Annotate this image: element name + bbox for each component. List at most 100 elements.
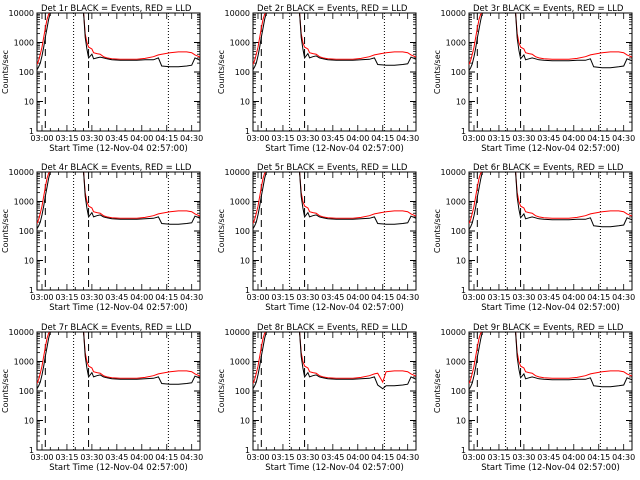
y-tick-label: 10000	[225, 328, 250, 337]
chart-title: Det 2r BLACK = Events, RED = LLD	[257, 4, 408, 14]
x-tick-label: 03:00	[30, 453, 53, 462]
x-tick-label: 03:00	[30, 293, 53, 302]
y-tick-label: 1000	[14, 39, 34, 48]
y-tick-label: 10	[24, 417, 34, 426]
lld-series-line	[37, 13, 200, 65]
series-group	[37, 13, 200, 70]
y-tick-label: 10000	[441, 168, 466, 177]
x-tick-label: 03:15	[487, 453, 510, 462]
x-tick-label: 03:00	[246, 293, 269, 302]
x-tick-label: 03:30	[80, 134, 103, 143]
lld-series-line	[37, 172, 200, 224]
x-axis-label: Start Time (12-Nov-04 02:57:00)	[265, 144, 404, 154]
events-series-line	[253, 13, 416, 70]
chart-title: Det 7r BLACK = Events, RED = LLD	[41, 323, 192, 333]
y-axis-label: Counts/sec	[1, 209, 10, 253]
x-tick-label: 03:30	[80, 293, 103, 302]
events-series-line	[469, 332, 632, 391]
x-tick-label: 04:15	[155, 453, 178, 462]
y-tick-label: 1000	[446, 358, 466, 367]
x-tick-label: 03:15	[271, 293, 294, 302]
x-tick-label: 03:15	[271, 134, 294, 143]
chart-panel: Det 7r BLACK = Events, RED = LLD 1 10 100 10…	[1, 323, 203, 473]
x-tick-label: 03:45	[537, 453, 560, 462]
plot-frame	[468, 12, 633, 132]
x-tick-label: 04:30	[180, 293, 203, 302]
x-axis-label: Start Time (12-Nov-04 02:57:00)	[481, 144, 620, 154]
y-tick-label: 100	[235, 387, 250, 396]
x-axis-label: Start Time (12-Nov-04 02:57:00)	[481, 303, 620, 313]
plot-frame	[468, 331, 633, 451]
y-tick-label: 100	[451, 227, 466, 236]
x-tick-label: 04:30	[612, 453, 635, 462]
x-tick-label: 03:45	[321, 453, 344, 462]
x-tick-label: 03:45	[105, 293, 128, 302]
x-tick-label: 04:00	[562, 453, 585, 462]
x-tick-label: 03:30	[296, 134, 319, 143]
chart-title: Det 8r BLACK = Events, RED = LLD	[257, 323, 408, 333]
y-axis-label: Counts/sec	[217, 50, 226, 94]
x-tick-label: 04:15	[155, 134, 178, 143]
lld-series-line	[469, 172, 632, 224]
y-tick-label: 1000	[230, 39, 250, 48]
chart-panel: Det 5r BLACK = Events, RED = LLD 1 10 100 10…	[217, 163, 419, 313]
events-series-line	[469, 172, 632, 231]
chart-title: Det 4r BLACK = Events, RED = LLD	[41, 163, 192, 173]
y-tick-label: 10	[240, 257, 250, 266]
x-tick-label: 04:30	[396, 293, 419, 302]
x-tick-label: 04:00	[346, 134, 369, 143]
x-tick-label: 04:00	[562, 134, 585, 143]
y-tick-label: 1	[245, 446, 250, 455]
y-tick-label: 1	[461, 127, 466, 136]
y-tick-label: 1000	[14, 198, 34, 207]
x-tick-label: 03:15	[55, 453, 78, 462]
lld-series-line	[253, 172, 416, 224]
x-axis-label: Start Time (12-Nov-04 02:57:00)	[265, 303, 404, 313]
y-tick-label: 1	[245, 286, 250, 295]
x-tick-label: 03:30	[80, 453, 103, 462]
x-tick-label: 03:30	[512, 453, 535, 462]
events-series-line	[253, 172, 416, 229]
events-series-line	[469, 13, 632, 72]
x-tick-label: 03:00	[462, 453, 485, 462]
x-axis-label: Start Time (12-Nov-04 02:57:00)	[481, 463, 620, 473]
y-tick-label: 10000	[225, 168, 250, 177]
x-tick-label: 04:30	[396, 134, 419, 143]
events-series-line	[37, 332, 200, 389]
x-tick-label: 04:30	[612, 134, 635, 143]
y-axis-label: Counts/sec	[217, 209, 226, 253]
lld-series-line	[253, 332, 416, 384]
x-tick-label: 03:45	[321, 134, 344, 143]
x-tick-label: 03:00	[462, 293, 485, 302]
y-tick-label: 10000	[441, 328, 466, 337]
x-tick-label: 04:30	[180, 134, 203, 143]
y-tick-label: 10	[456, 98, 466, 107]
x-tick-label: 03:30	[296, 293, 319, 302]
y-tick-label: 1	[461, 446, 466, 455]
series-group	[253, 13, 416, 70]
x-axis-label: Start Time (12-Nov-04 02:57:00)	[49, 144, 188, 154]
y-tick-label: 10000	[9, 328, 34, 337]
series-group	[253, 172, 416, 229]
y-tick-label: 1	[29, 446, 34, 455]
y-tick-label: 1000	[230, 198, 250, 207]
series-group	[37, 332, 200, 389]
x-tick-label: 03:45	[537, 134, 560, 143]
x-axis-label: Start Time (12-Nov-04 02:57:00)	[49, 463, 188, 473]
chart-title: Det 3r BLACK = Events, RED = LLD	[473, 4, 624, 14]
x-tick-label: 03:00	[246, 453, 269, 462]
y-tick-label: 10	[240, 417, 250, 426]
y-tick-label: 10	[24, 257, 34, 266]
series-group	[469, 332, 632, 391]
y-tick-label: 100	[451, 387, 466, 396]
x-tick-label: 03:15	[55, 134, 78, 143]
y-axis-label: Counts/sec	[433, 369, 442, 413]
y-tick-label: 100	[235, 227, 250, 236]
events-series-line	[253, 332, 416, 390]
lld-series-line	[469, 13, 632, 65]
y-axis-label: Counts/sec	[1, 50, 10, 94]
x-tick-label: 03:00	[30, 134, 53, 143]
x-tick-label: 04:15	[371, 134, 394, 143]
x-tick-label: 03:45	[105, 134, 128, 143]
